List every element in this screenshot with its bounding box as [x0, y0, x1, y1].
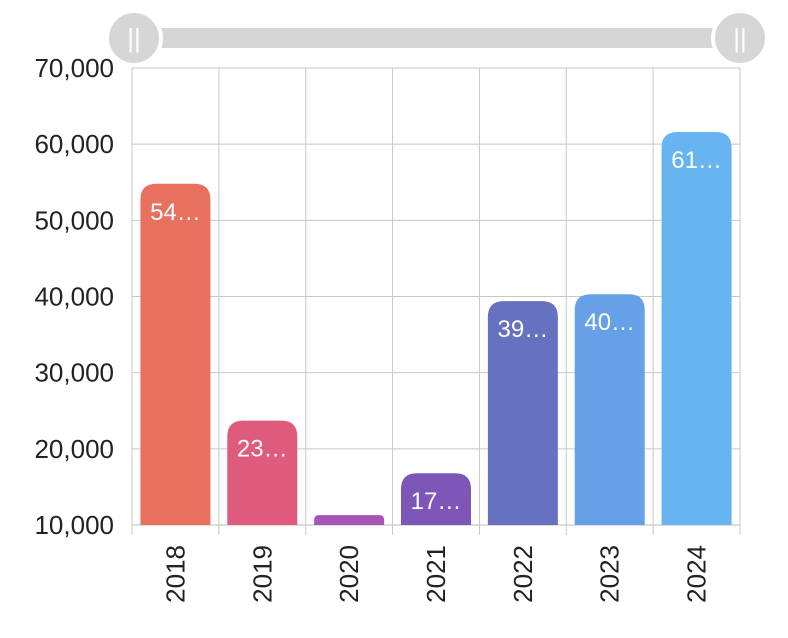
x-tick-label: 2024 [682, 545, 712, 603]
grip-icon: || [733, 23, 747, 53]
bars [140, 131, 732, 526]
bar-2021[interactable] [401, 473, 471, 525]
data-label-2018: 54… [150, 199, 201, 226]
data-label-2023: 40… [584, 309, 635, 336]
y-tick-label: 50,000 [34, 205, 114, 235]
x-tick-label: 2018 [160, 545, 190, 603]
y-tick-label: 20,000 [34, 434, 114, 464]
y-tick-label: 60,000 [34, 129, 114, 159]
data-label-2019: 23… [237, 436, 288, 463]
bar-2022[interactable] [487, 301, 558, 525]
range-slider[interactable]: || || [105, 9, 769, 67]
slider-track[interactable] [134, 28, 740, 48]
x-tick-label: 2020 [334, 545, 364, 603]
y-tick-label: 40,000 [34, 282, 114, 312]
bar-2024[interactable] [661, 131, 732, 526]
x-axis-ticks: 2018 2019 2020 2021 2022 2023 2024 [160, 545, 711, 603]
chart-grid [131, 67, 741, 535]
slider-handle-left-knob[interactable] [105, 9, 163, 67]
grip-icon: || [127, 23, 141, 53]
bar-2019[interactable] [227, 420, 298, 525]
y-axis-ticks: 10,000 20,000 30,000 40,000 50,000 60,000 70,0… [34, 53, 114, 540]
slider-handle-right[interactable]: || [711, 9, 769, 67]
bar-2020[interactable] [314, 515, 385, 525]
x-tick-label: 2022 [508, 545, 538, 603]
data-label-2021: 17… [411, 488, 462, 515]
y-tick-label: 70,000 [34, 53, 114, 83]
x-tick-label: 2023 [595, 545, 625, 603]
slider-handle-left[interactable]: || [105, 9, 163, 67]
bar-2023[interactable] [574, 294, 645, 525]
y-tick-label: 10,000 [34, 510, 114, 540]
data-labels: 54… 23… 17… 39… 40… 61… [150, 147, 722, 515]
data-label-2024: 61… [671, 147, 722, 174]
y-tick-label: 30,000 [34, 358, 114, 388]
x-tick-label: 2019 [247, 545, 277, 603]
data-label-2022: 39… [498, 316, 549, 343]
x-tick-label: 2021 [421, 545, 451, 603]
bar-2018[interactable] [140, 183, 211, 526]
slider-handle-right-knob[interactable] [711, 9, 769, 67]
